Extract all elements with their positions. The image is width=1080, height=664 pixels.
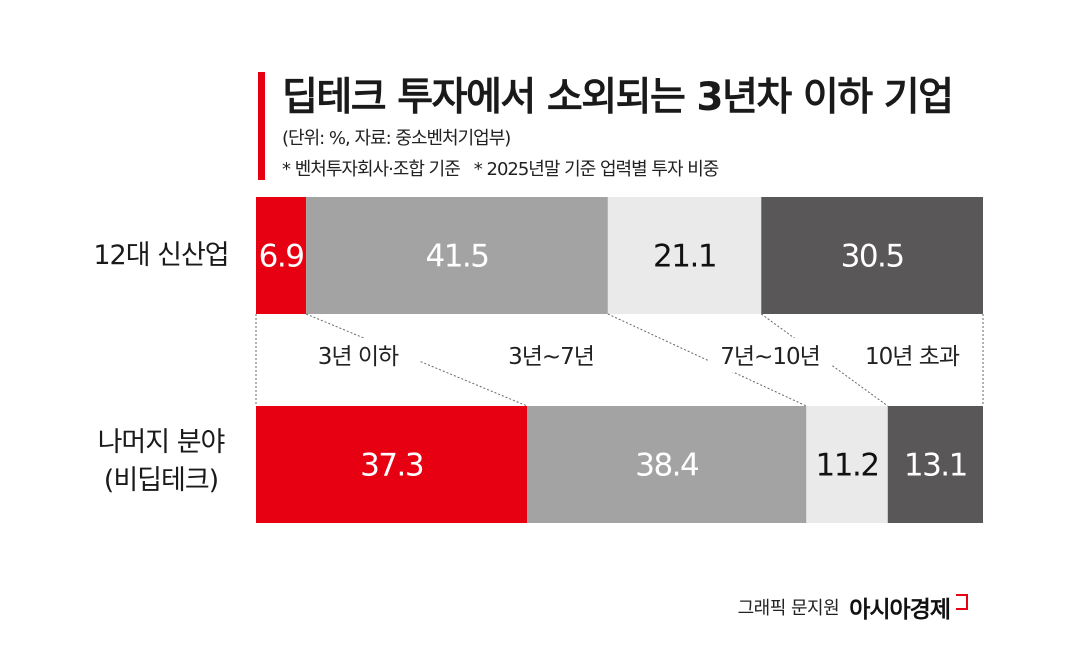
connector-line [607,313,807,407]
chart-title: 딥테크 투자에서 소외되는 3년차 이하 기업 [282,75,954,120]
data-label: 6.9 [259,239,304,275]
legend-label: 3년~7년 [508,344,594,370]
title-accent-bar [258,72,265,180]
row-label-line: 나머지 분야 [97,427,226,458]
bar-segment [887,406,983,523]
footnote-basis: * 벤처투자회사·조합 기준 [282,159,461,180]
credit: 그래픽 문지원 아시아경제 [738,590,968,624]
data-label: 38.4 [635,448,698,484]
graphic-credit: 그래픽 문지원 [737,598,840,619]
legend-label-bg [296,338,420,372]
data-label: 30.5 [841,239,904,275]
footnote-period: * 2025년말 기준 업력별 투자 비중 [473,159,720,180]
row-label-other-fields: 나머지 분야 (비딥테크) [76,424,246,500]
legend-label: 10년 초과 [865,344,960,370]
brand-mark-icon [956,594,968,610]
data-label: 21.1 [653,239,716,275]
bar-segment [306,197,608,314]
brand-logo: 아시아경제 [849,597,951,623]
bar-segment [256,197,307,314]
data-label: 41.5 [425,239,488,275]
row-label-line: (비딥테크) [103,465,219,496]
unit-source-note: (단위: %, 자료: 중소벤처기업부) [282,128,511,149]
bar-segment [527,406,807,523]
row-label-12-industries: 12대 신산업 [76,237,246,275]
data-label: 13.1 [904,448,967,484]
bar-segment [806,406,888,523]
bar-segment [607,197,762,314]
row-label-line: 12대 신산업 [93,240,229,271]
legend-label: 3년 이하 [318,344,399,370]
legend-label: 7년~10년 [720,344,820,370]
legend-label-bg [850,338,974,372]
footnotes: * 벤처투자회사·조합 기준 * 2025년말 기준 업력별 투자 비중 [282,155,720,181]
legend-label-bg [489,338,613,372]
legend-label-bg [708,338,832,372]
data-label: 11.2 [816,448,879,484]
bar-segment [761,197,983,314]
data-label: 37.3 [360,448,423,484]
bar-segment [256,406,528,523]
